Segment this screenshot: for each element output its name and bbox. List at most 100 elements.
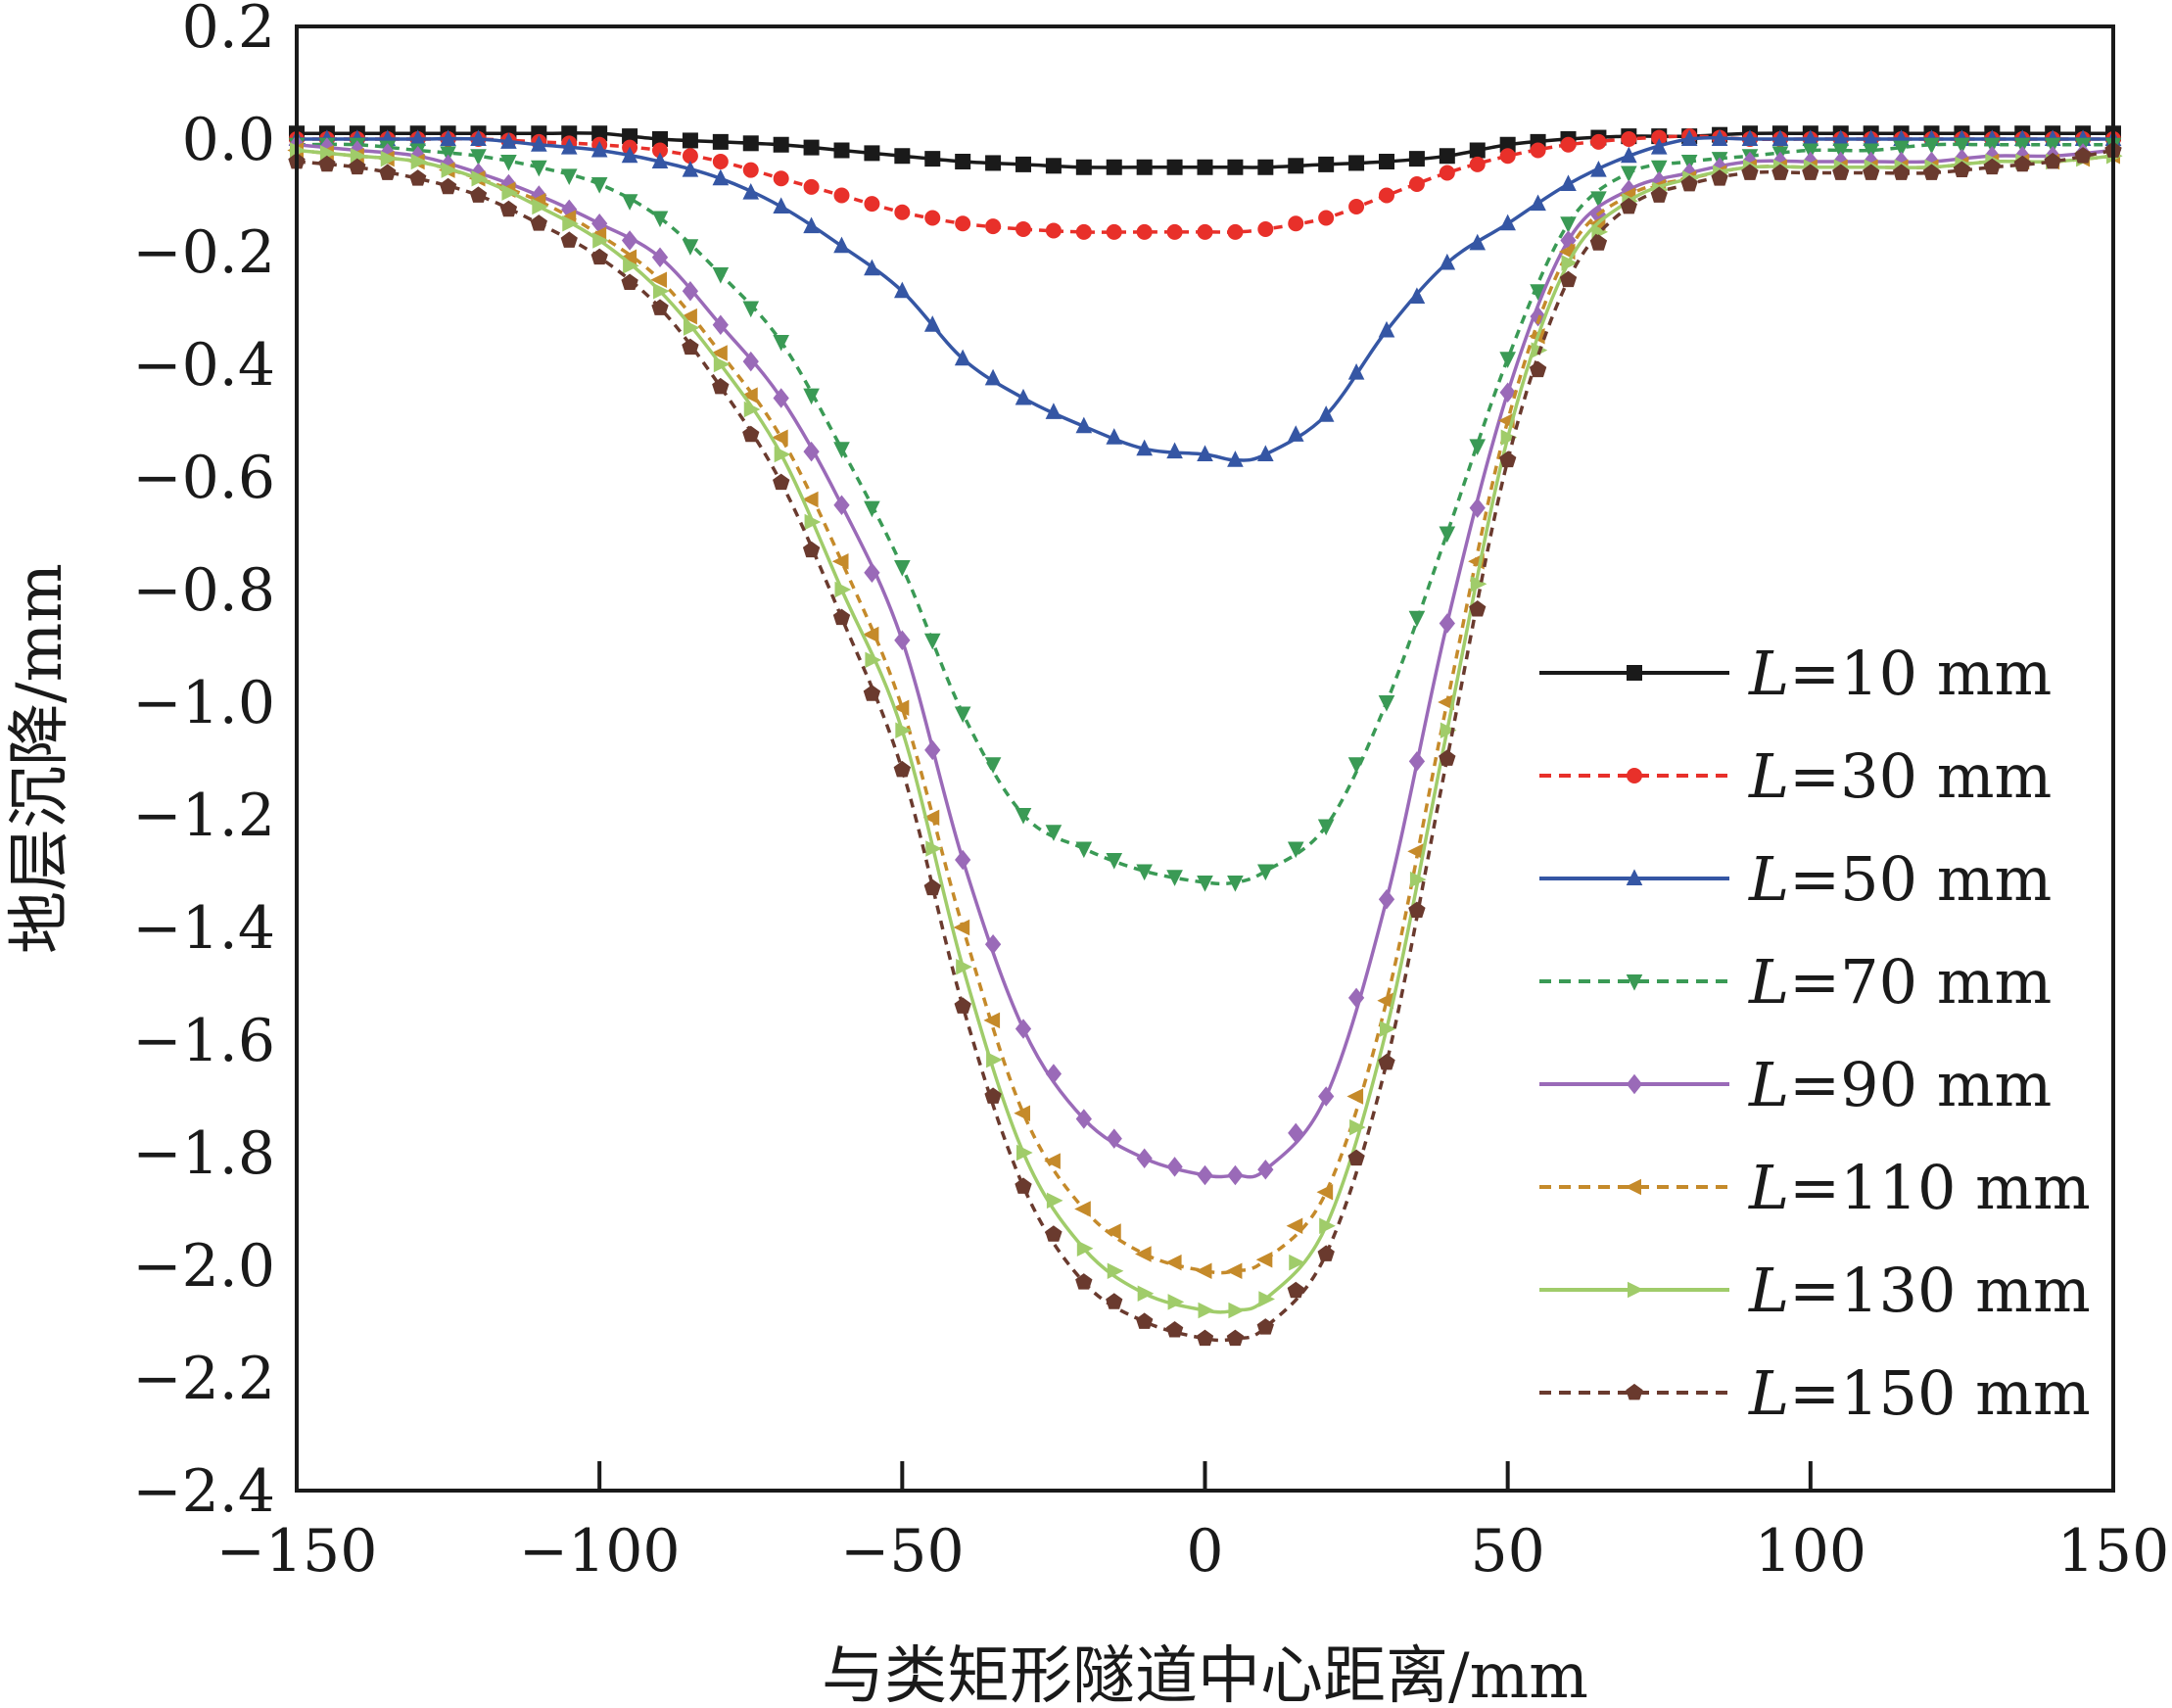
data-point (1198, 1302, 1215, 1319)
data-point (864, 259, 880, 276)
legend-label: L=150 mm (1748, 1357, 2091, 1429)
data-point (923, 315, 941, 332)
legend-item: L=150 mm (1539, 1357, 2091, 1429)
data-point (742, 425, 760, 443)
data-point (1045, 1225, 1062, 1242)
data-point (1106, 853, 1123, 870)
data-point (1380, 1020, 1396, 1037)
ticks-layer: −150 −100 −50 0 50 100 150 0.2 0.0 −0.2 −0.4 −0.6 −0… (132, 0, 2169, 1586)
data-point (741, 387, 758, 403)
data-point (803, 216, 820, 234)
data-point (711, 345, 728, 361)
data-point (1771, 164, 1789, 180)
legend-item: L=10 mm (1539, 638, 2052, 709)
data-point (1227, 1164, 1244, 1186)
data-point (773, 388, 789, 408)
data-point (955, 154, 971, 169)
data-point (530, 214, 547, 231)
data-point (1075, 841, 1093, 859)
data-point (1016, 1144, 1033, 1162)
data-point (1316, 1183, 1334, 1201)
data-point (1074, 1201, 1091, 1217)
data-point (560, 231, 578, 248)
data-point (1470, 575, 1487, 593)
data-point (742, 162, 759, 178)
data-point (560, 138, 578, 155)
data-point (531, 160, 547, 177)
data-point (803, 139, 820, 156)
legend-item: L=110 mm (1539, 1152, 2091, 1223)
data-point (379, 164, 397, 180)
data-point (1530, 142, 1546, 159)
data-point (1650, 186, 1668, 203)
data-point (1627, 665, 1642, 681)
data-point (1347, 987, 1365, 1009)
data-point (1136, 439, 1153, 456)
data-point (773, 170, 789, 187)
data-point (1165, 1320, 1184, 1338)
data-point (1195, 1262, 1212, 1280)
data-point (1075, 1273, 1093, 1290)
data-point (1166, 442, 1183, 459)
data-point (1954, 137, 1970, 155)
data-point (1075, 223, 1092, 240)
data-point (1892, 164, 1911, 180)
data-point (1621, 166, 1637, 183)
data-point (1227, 451, 1244, 467)
data-point (590, 140, 608, 158)
data-point (1288, 158, 1304, 174)
data-point (318, 155, 336, 172)
y-tick-label: −2.2 (132, 1345, 275, 1413)
data-point (560, 168, 578, 185)
data-point (1257, 1159, 1274, 1180)
x-tick-label: −50 (840, 1517, 965, 1586)
data-point (742, 351, 759, 372)
data-point (803, 441, 820, 462)
data-point (470, 129, 487, 146)
data-point (1287, 841, 1304, 859)
data-point (1136, 223, 1153, 240)
data-point (712, 168, 730, 186)
data-point (1680, 129, 1698, 146)
data-point (1164, 1254, 1182, 1271)
data-point (1408, 151, 1425, 167)
series-4 (288, 134, 2122, 1186)
data-point (1626, 869, 1643, 885)
legend-label: L=10 mm (1748, 638, 2052, 709)
data-point (1863, 164, 1880, 180)
data-point (440, 129, 456, 146)
y-tick-label: −0.6 (132, 444, 275, 512)
legend-item: L=70 mm (1539, 946, 2052, 1018)
data-point (470, 149, 487, 166)
data-point (1317, 819, 1335, 836)
data-point (1166, 159, 1183, 175)
data-point (1378, 888, 1395, 910)
data-point (1832, 143, 1850, 161)
data-point (621, 230, 638, 251)
data-point (1106, 1293, 1123, 1309)
data-point (923, 633, 941, 650)
data-point (1196, 1329, 1214, 1347)
data-point (833, 442, 850, 458)
data-point (441, 162, 458, 178)
data-point (440, 146, 456, 163)
data-point (590, 177, 608, 194)
data-point (1289, 1254, 1305, 1271)
data-point (1621, 131, 1637, 147)
data-point (1408, 610, 1426, 628)
data-point (532, 198, 548, 215)
data-point (1197, 159, 1213, 175)
data-point (863, 685, 881, 701)
data-point (1499, 451, 1517, 468)
data-point (1136, 1148, 1153, 1169)
y-tick-label: −0.8 (132, 556, 275, 625)
data-point (1499, 214, 1516, 231)
data-point (804, 513, 822, 531)
data-point (953, 919, 970, 936)
data-point (1075, 159, 1092, 175)
data-point (1015, 388, 1032, 405)
data-point (1983, 158, 2001, 175)
data-point (985, 218, 1002, 235)
data-point (683, 319, 700, 336)
series-6 (290, 142, 2123, 1319)
